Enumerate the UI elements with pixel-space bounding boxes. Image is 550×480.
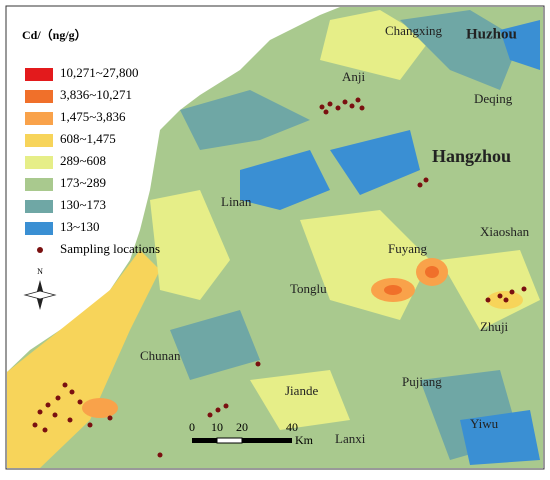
place-label: Huzhou xyxy=(466,26,517,42)
legend-swatch xyxy=(25,134,53,147)
legend-swatch xyxy=(25,200,53,213)
place-label: Chunan xyxy=(140,348,181,363)
legend-label: 130~173 xyxy=(60,197,106,212)
place-label: Pujiang xyxy=(402,374,442,389)
place-label: Tonglu xyxy=(290,281,327,296)
legend-title: Cd/（ng/g） xyxy=(22,27,87,42)
legend-swatch xyxy=(25,156,53,169)
legend-label: 173~289 xyxy=(60,175,106,190)
place-label: Deqing xyxy=(474,91,513,106)
legend-label: 13~130 xyxy=(60,219,100,234)
north-arrow: N xyxy=(23,267,57,310)
place-label: Zhuji xyxy=(480,319,509,334)
legend-swatch xyxy=(25,68,53,81)
legend-label: 10,271~27,800 xyxy=(60,65,139,80)
sampling-points xyxy=(32,97,527,458)
legend-swatch xyxy=(25,112,53,125)
legend: 10,271~27,800 3,836~10,271 1,475~3,836 608~… xyxy=(25,65,160,256)
region xyxy=(7,7,543,468)
place-label: Xiaoshan xyxy=(480,224,530,239)
legend-swatch xyxy=(25,178,53,191)
place-label: Hangzhou xyxy=(432,146,511,166)
legend-label: 289~608 xyxy=(60,153,106,168)
legend-label: 608~1,475 xyxy=(60,131,116,146)
legend-swatch xyxy=(25,222,53,235)
north-label: N xyxy=(37,267,43,276)
scale-label: 40 xyxy=(286,420,298,434)
places: Changxing Huzhou Anji Deqing Hangzhou Linan Xi… xyxy=(140,23,530,446)
scale-unit: Km xyxy=(295,433,314,447)
scale-label: 0 xyxy=(189,420,195,434)
place-label: Lanxi xyxy=(335,431,366,446)
legend-label: 3,836~10,271 xyxy=(60,87,132,102)
legend-label: Sampling locations xyxy=(60,241,160,256)
place-label: Anji xyxy=(342,69,366,84)
scale-label: 20 xyxy=(236,420,248,434)
legend-marker xyxy=(37,247,43,253)
legend-label: 1,475~3,836 xyxy=(60,109,126,124)
place-label: Fuyang xyxy=(388,241,428,256)
legend-swatch xyxy=(25,90,53,103)
place-label: Yiwu xyxy=(470,416,499,431)
scale-label: 10 xyxy=(211,420,223,434)
place-label: Linan xyxy=(221,194,252,209)
place-label: Changxing xyxy=(385,23,443,38)
place-label: Jiande xyxy=(285,383,318,398)
